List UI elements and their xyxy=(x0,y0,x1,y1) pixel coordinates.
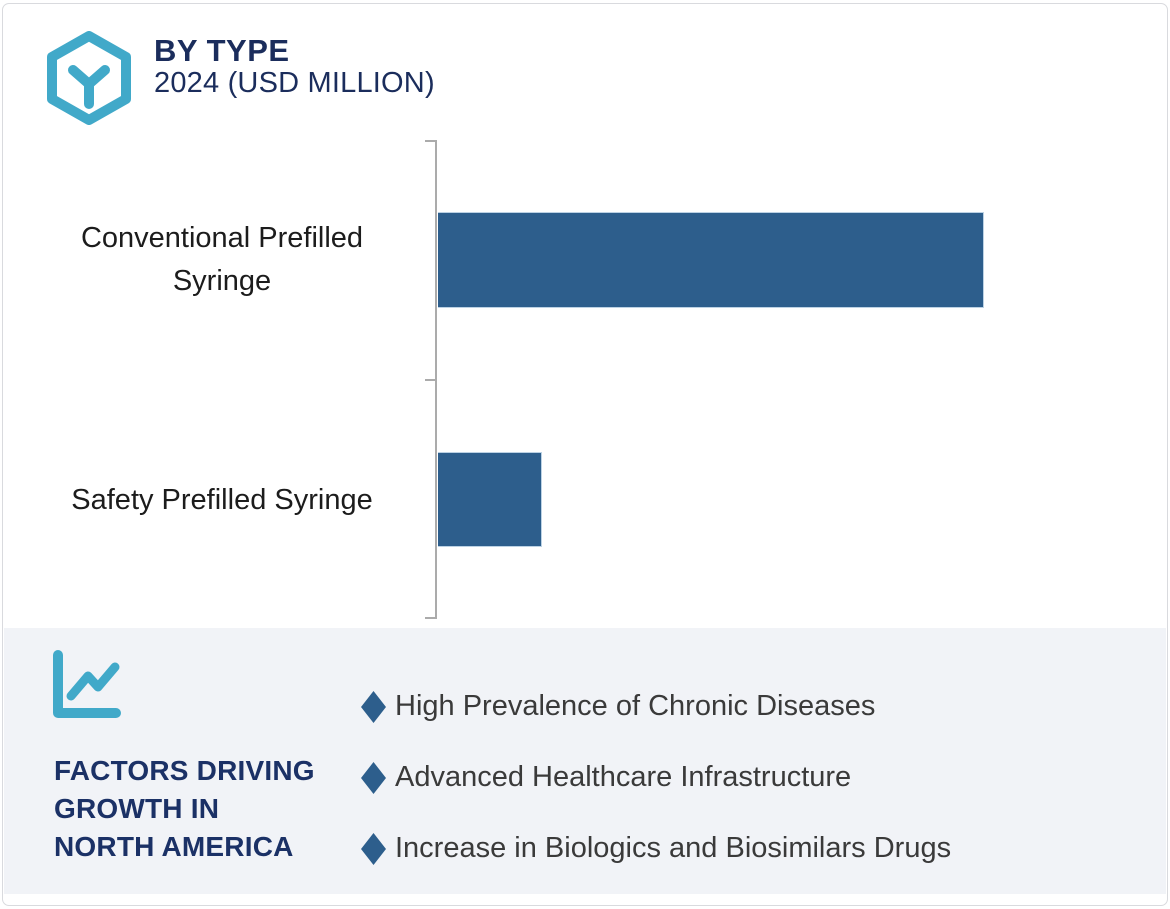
list-item: Advanced Healthcare Infrastructure xyxy=(361,742,951,813)
bar-safety-prefilled-syringe xyxy=(438,452,542,547)
diamond-icon xyxy=(361,832,386,865)
bar-conventional-prefilled-syringe xyxy=(438,212,984,308)
factors-heading-line: NORTH AMERICA xyxy=(54,831,294,862)
axis-tick xyxy=(425,379,437,381)
axis-tick xyxy=(425,140,437,142)
diamond-icon xyxy=(361,690,386,723)
category-label: Safety Prefilled Syringe xyxy=(71,483,373,516)
list-item: High Prevalence of Chronic Diseases xyxy=(361,671,951,742)
line-chart-icon xyxy=(53,650,121,718)
chart-subtitle: 2024 (USD MILLION) xyxy=(154,67,435,99)
factor-text: Increase in Biologics and Biosimilars Dr… xyxy=(395,832,952,864)
factor-text: High Prevalence of Chronic Diseases xyxy=(395,690,876,722)
factors-heading-line: GROWTH IN xyxy=(54,793,220,824)
hexagon-cube-icon xyxy=(47,31,131,125)
factors-heading: FACTORS DRIVING GROWTH IN NORTH AMERICA xyxy=(54,752,315,866)
factors-panel: FACTORS DRIVING GROWTH IN NORTH AMERICA … xyxy=(4,628,1166,894)
factor-text: Advanced Healthcare Infrastructure xyxy=(395,761,852,793)
axis-tick xyxy=(425,617,437,619)
factors-list: High Prevalence of Chronic Diseases Adva… xyxy=(361,671,951,884)
category-label: Conventional Prefilled Syringe xyxy=(80,222,364,297)
list-item: Increase in Biologics and Biosimilars Dr… xyxy=(361,813,951,884)
chart-title: BY TYPE xyxy=(154,33,290,68)
factors-heading-line: FACTORS DRIVING xyxy=(54,755,315,786)
diamond-icon xyxy=(361,761,386,794)
